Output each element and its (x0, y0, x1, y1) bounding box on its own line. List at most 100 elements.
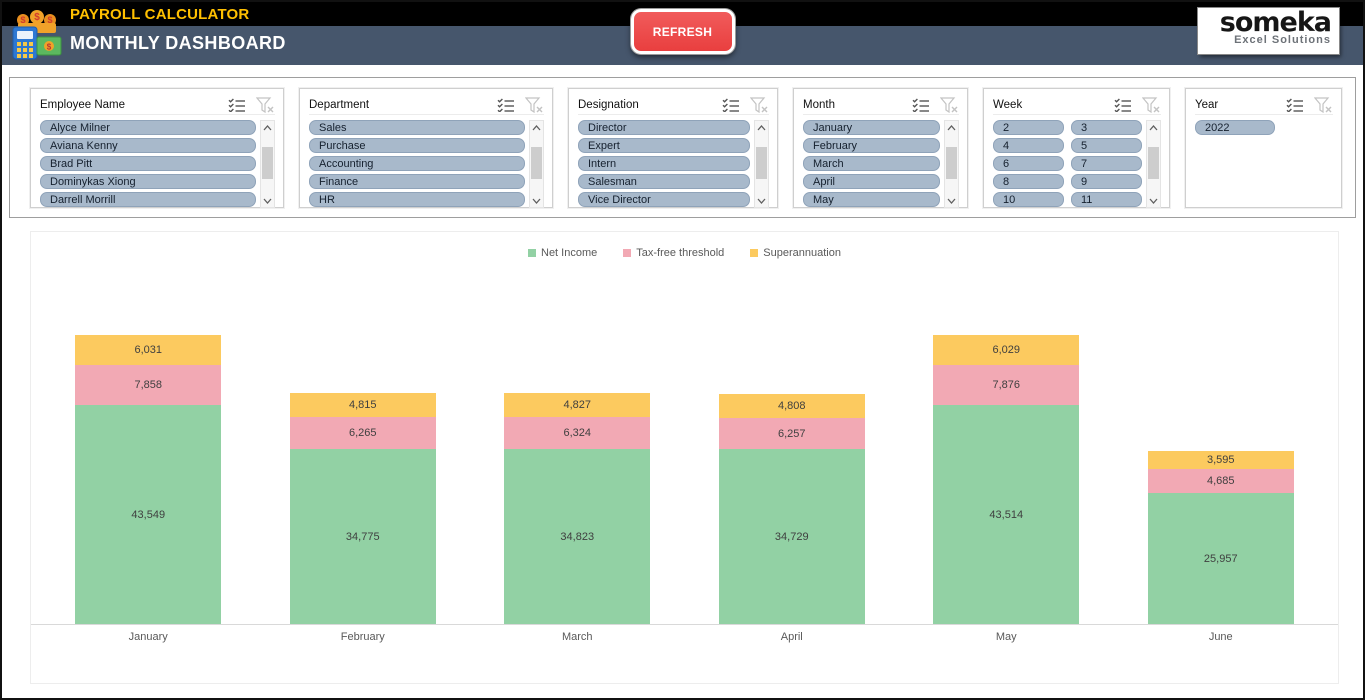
slicer-item[interactable]: Brad Pitt (40, 156, 256, 171)
chart-plot-area: 6,031 7,858 43,549 4,815 6,265 34,775 4,827 6,3… (31, 273, 1338, 625)
slicer-title: Week (993, 98, 1023, 111)
bar-value-label: 4,815 (348, 399, 377, 411)
multi-select-icon[interactable] (1285, 96, 1305, 113)
bar-segment-superannuation: 3,595 (1147, 451, 1294, 469)
bar-value-label: 34,775 (345, 530, 380, 543)
bar-segment-net-income: 43,514 (933, 405, 1080, 624)
slicer-item[interactable]: March (803, 156, 940, 171)
slicer-item[interactable]: 8 (993, 174, 1064, 189)
scrollbar-thumb[interactable] (262, 147, 273, 180)
clear-filter-icon[interactable] (255, 96, 275, 113)
scroll-up-arrow-icon[interactable] (755, 121, 768, 134)
multi-select-icon[interactable] (1113, 96, 1133, 113)
bar-segment-net-income: 34,775 (289, 449, 436, 624)
slicer-item[interactable]: 11 (1071, 192, 1142, 207)
scroll-up-arrow-icon[interactable] (1147, 121, 1160, 134)
slicer-item[interactable]: 9 (1071, 174, 1142, 189)
slicer-item[interactable]: May (803, 192, 940, 207)
bar-value-label: 25,957 (1203, 552, 1238, 565)
slicer-item[interactable]: HR (309, 192, 525, 207)
clear-filter-icon[interactable] (939, 96, 959, 113)
multi-select-icon[interactable] (227, 96, 247, 113)
scrollbar-track[interactable] (755, 134, 768, 194)
scrollbar-track[interactable] (945, 134, 958, 194)
scroll-down-arrow-icon[interactable] (1147, 194, 1160, 207)
scroll-down-arrow-icon[interactable] (755, 194, 768, 207)
svg-text:$: $ (47, 15, 52, 25)
slicer-item[interactable]: Intern (578, 156, 750, 171)
scroll-down-arrow-icon[interactable] (261, 194, 274, 207)
slicer-item[interactable]: Darrell Morrill (40, 192, 256, 207)
slicer-item[interactable]: 5 (1071, 138, 1142, 153)
slicer-scrollbar[interactable] (529, 120, 544, 208)
slicer-scrollbar[interactable] (1146, 120, 1161, 208)
slicer-item[interactable]: February (803, 138, 940, 153)
refresh-button[interactable]: REFRESH (630, 9, 735, 54)
scrollbar-track[interactable] (261, 134, 274, 194)
bar-segment-net-income: 43,549 (75, 405, 222, 624)
slicer-item[interactable]: Expert (578, 138, 750, 153)
scrollbar-thumb[interactable] (1148, 147, 1159, 180)
slicer-item[interactable]: Salesman (578, 174, 750, 189)
scrollbar-thumb[interactable] (531, 147, 542, 180)
slicer-item[interactable]: Dominykas Xiong (40, 174, 256, 189)
bar-january: 6,031 7,858 43,549 (75, 335, 222, 624)
slicer-item[interactable]: Accounting (309, 156, 525, 171)
scrollbar-track[interactable] (1147, 134, 1160, 194)
slicer-item[interactable]: 3 (1071, 120, 1142, 135)
bar-segment-tax-free-threshold: 4,685 (1147, 469, 1294, 493)
bar-segment-tax-free-threshold: 6,265 (289, 417, 436, 449)
payroll-app-icon: $ $ $ $ (10, 7, 62, 61)
scroll-down-arrow-icon[interactable] (945, 194, 958, 207)
chart-x-axis-labels: January February March April May June (31, 625, 1338, 643)
scroll-up-arrow-icon[interactable] (945, 121, 958, 134)
multi-select-icon[interactable] (721, 96, 741, 113)
svg-text:$: $ (20, 15, 25, 25)
slicer-item[interactable]: Sales (309, 120, 525, 135)
scroll-down-arrow-icon[interactable] (530, 194, 543, 207)
legend-entry: Net Income (528, 247, 597, 259)
slicer-item[interactable]: Alyce Milner (40, 120, 256, 135)
bar-segment-tax-free-threshold: 6,257 (718, 418, 865, 449)
slicer-item[interactable]: April (803, 174, 940, 189)
slicer-item[interactable]: 2 (993, 120, 1064, 135)
slicer-header-icons (496, 96, 544, 113)
slicer-item[interactable]: Finance (309, 174, 525, 189)
slicer-item[interactable]: 7 (1071, 156, 1142, 171)
slicer-item[interactable]: January (803, 120, 940, 135)
scrollbar-thumb[interactable] (946, 147, 957, 180)
slicer-item[interactable]: Director (578, 120, 750, 135)
bar-segment-superannuation: 4,815 (289, 393, 436, 417)
x-axis-label: March (561, 631, 593, 643)
clear-filter-icon[interactable] (1141, 96, 1161, 113)
bar-value-label: 4,685 (1206, 475, 1235, 487)
multi-select-icon[interactable] (911, 96, 931, 113)
bar-segment-superannuation: 6,029 (933, 335, 1080, 365)
slicer-title: Designation (578, 98, 639, 111)
slicer-item[interactable]: Vice Director (578, 192, 750, 207)
scrollbar-thumb[interactable] (756, 147, 767, 180)
clear-filter-icon[interactable] (1313, 96, 1333, 113)
slicer-scrollbar[interactable] (944, 120, 959, 208)
slicer-item[interactable]: 2022 (1195, 120, 1275, 135)
clear-filter-icon[interactable] (749, 96, 769, 113)
slicer-item[interactable]: 6 (993, 156, 1064, 171)
slicer-item[interactable]: Purchase (309, 138, 525, 153)
scroll-up-arrow-icon[interactable] (530, 121, 543, 134)
slicer-item[interactable]: 4 (993, 138, 1064, 153)
slicer-scrollbar[interactable] (754, 120, 769, 208)
scrollbar-track[interactable] (530, 134, 543, 194)
slicer-item[interactable]: 10 (993, 192, 1064, 207)
bar-value-label: 6,324 (563, 427, 592, 439)
slicer-scrollbar[interactable] (260, 120, 275, 208)
multi-select-icon[interactable] (496, 96, 516, 113)
scroll-up-arrow-icon[interactable] (261, 121, 274, 134)
slicer-item-list: 2 3 4 5 6 7 8 9 10 11 (993, 120, 1161, 208)
clear-filter-icon[interactable] (524, 96, 544, 113)
bar-segment-net-income: 34,729 (718, 449, 865, 624)
bar-may: 6,029 7,876 43,514 (933, 335, 1080, 624)
bar-february: 4,815 6,265 34,775 (289, 393, 436, 624)
legend-label: Tax-free threshold (636, 246, 725, 259)
someka-brand-text: someka (1219, 7, 1332, 38)
slicer-item[interactable]: Aviana Kenny (40, 138, 256, 153)
